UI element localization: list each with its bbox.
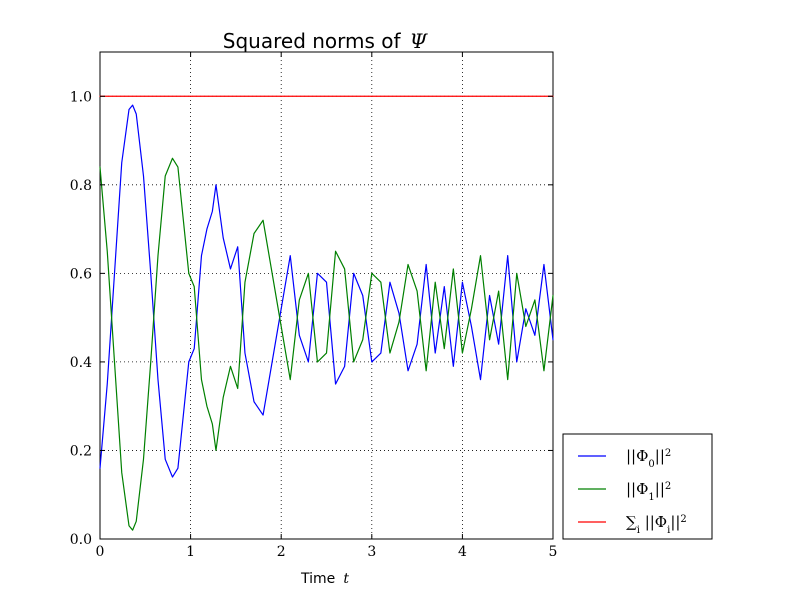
series-lines [99,95,554,531]
series-line-1 [99,157,554,531]
series-line-0 [99,104,554,478]
tick-labels: 0 1 2 3 4 5 0.0 0.2 0.4 0.6 0.8 1.0 [70,89,558,560]
legend-label-sum: ∑i ||Φi||2 [626,513,687,536]
x-tick-label-4: 4 [458,544,467,560]
y-tick-label-0: 0.0 [70,532,92,548]
y-tick-label-5: 1.0 [70,89,92,105]
x-tick-label-3: 3 [367,544,376,560]
chart-title-prefix: Squared norms of [223,29,402,53]
y-tick-label-4: 0.8 [70,178,92,194]
x-axis-label-symbol: t [343,571,349,587]
x-axis-label: Time t [300,568,349,587]
chart-title-symbol: Ψ [410,29,429,53]
legend-label-phi0: ||Φ0||2 [626,447,671,470]
x-tick-label-2: 2 [277,544,286,560]
y-tick-label-2: 0.4 [70,355,92,371]
x-tick-label-5: 5 [549,544,558,560]
y-tick-label-3: 0.6 [70,266,92,282]
plot-area [99,51,554,540]
legend-label-phi1: ||Φ1||2 [626,480,671,503]
x-tick-label-0: 0 [96,544,105,560]
legend: ||Φ0||2 ||Φ1||2 ∑i ||Φi||2 [562,433,713,540]
axis-ticks [99,52,554,540]
chart-title: Squared norms of Ψ [223,29,429,53]
plot-frame [99,51,554,540]
y-tick-label-1: 0.2 [70,443,92,459]
x-tick-label-1: 1 [186,544,195,560]
x-axis-label-prefix: Time [300,571,335,587]
